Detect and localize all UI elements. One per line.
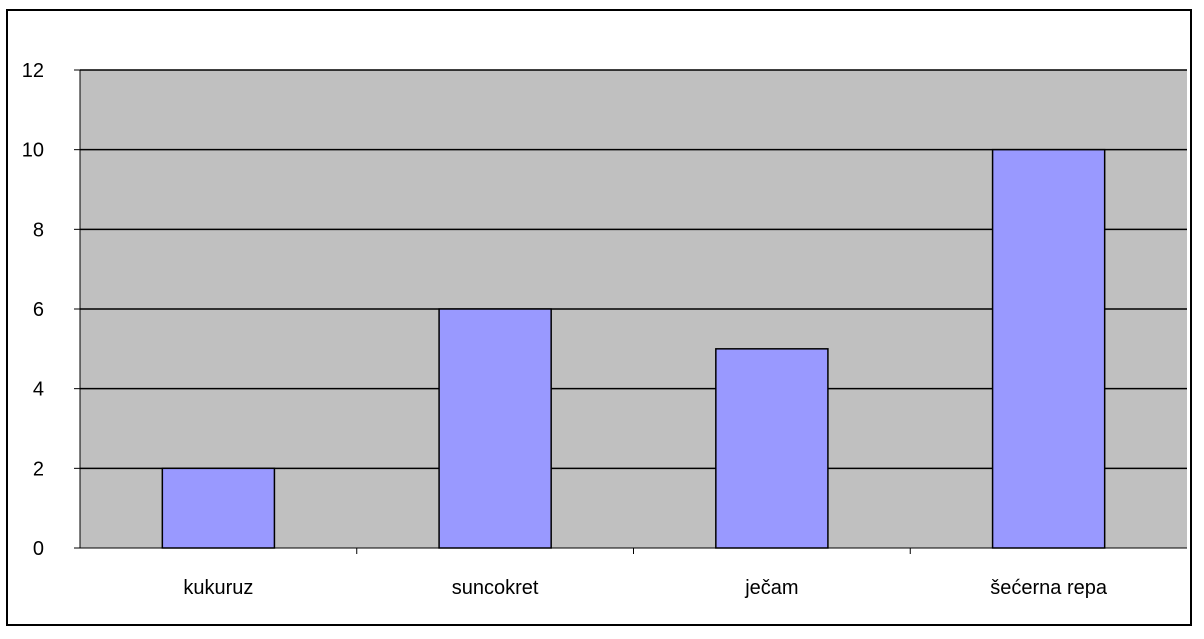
y-tick-label: 10 <box>22 140 44 162</box>
x-tick-label: kukuruz <box>183 577 253 599</box>
x-tick-label: suncokret <box>452 577 539 599</box>
y-tick-label: 6 <box>33 299 44 321</box>
y-tick-label: 8 <box>33 219 44 241</box>
bar <box>991 148 1106 549</box>
y-tick-label: 2 <box>33 458 44 480</box>
x-tick-labels: kukuruz suncokret ječam šećerna repa <box>183 577 1108 599</box>
axes <box>74 69 1187 554</box>
bars <box>161 148 1106 549</box>
x-tick-label: ječam <box>744 577 798 599</box>
y-tick-label: 12 <box>22 60 44 82</box>
y-tick-labels: 0 2 4 6 8 10 12 <box>22 60 44 560</box>
bar <box>715 348 829 549</box>
bar <box>438 308 552 549</box>
bar <box>161 467 276 549</box>
x-tick-label: šećerna repa <box>990 577 1108 599</box>
y-tick-label: 0 <box>33 538 44 560</box>
y-tick-label: 4 <box>33 379 44 401</box>
